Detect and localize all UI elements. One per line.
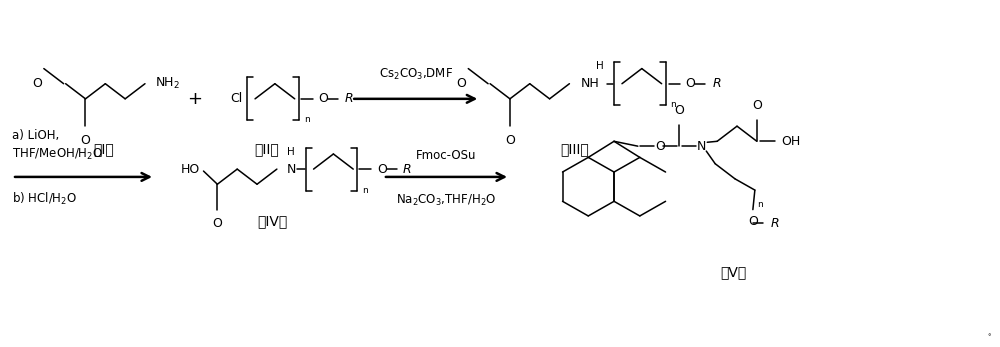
Text: OH: OH xyxy=(782,135,801,148)
Text: H: H xyxy=(287,146,295,156)
Text: HO: HO xyxy=(180,163,200,176)
Text: N: N xyxy=(697,140,706,153)
Text: O: O xyxy=(675,104,684,117)
Text: Na$_2$CO$_3$,THF/H$_2$O: Na$_2$CO$_3$,THF/H$_2$O xyxy=(396,193,497,208)
Text: O: O xyxy=(377,163,387,176)
Text: O: O xyxy=(456,77,466,90)
Text: n: n xyxy=(304,116,309,125)
Text: R: R xyxy=(771,217,779,230)
Text: R: R xyxy=(403,163,411,176)
Text: O: O xyxy=(685,77,695,90)
Text: O: O xyxy=(212,218,222,230)
Text: °: ° xyxy=(987,334,991,340)
Text: NH$_2$: NH$_2$ xyxy=(155,76,180,91)
Text: Fmoc-OSu: Fmoc-OSu xyxy=(416,149,477,162)
Text: NH: NH xyxy=(580,77,599,90)
Text: Cl: Cl xyxy=(230,92,242,105)
Text: +: + xyxy=(187,90,202,108)
Text: N: N xyxy=(287,163,296,176)
Text: THF/MeOH/H$_2$O: THF/MeOH/H$_2$O xyxy=(12,147,103,162)
Text: R: R xyxy=(712,77,721,90)
Text: （I）: （I） xyxy=(93,143,114,156)
Text: O: O xyxy=(656,140,666,153)
Text: O: O xyxy=(81,134,90,147)
Text: R: R xyxy=(344,92,353,105)
Text: （III）: （III） xyxy=(560,143,589,156)
Text: O: O xyxy=(505,134,515,147)
Text: （II）: （II） xyxy=(255,143,279,156)
Text: O: O xyxy=(752,99,762,112)
Text: n: n xyxy=(671,100,676,109)
Text: b) HCl/H$_2$O: b) HCl/H$_2$O xyxy=(12,191,77,208)
Text: H: H xyxy=(596,61,604,71)
Text: O: O xyxy=(32,77,42,90)
Text: O: O xyxy=(319,92,328,105)
Text: O: O xyxy=(748,215,758,228)
Text: n: n xyxy=(757,200,763,209)
Text: （IV）: （IV） xyxy=(257,214,287,228)
Text: a) LiOH,: a) LiOH, xyxy=(12,129,59,142)
Text: Cs$_2$CO$_3$,DMF: Cs$_2$CO$_3$,DMF xyxy=(379,67,453,82)
Text: （V）: （V） xyxy=(720,265,746,280)
Text: n: n xyxy=(362,186,368,195)
